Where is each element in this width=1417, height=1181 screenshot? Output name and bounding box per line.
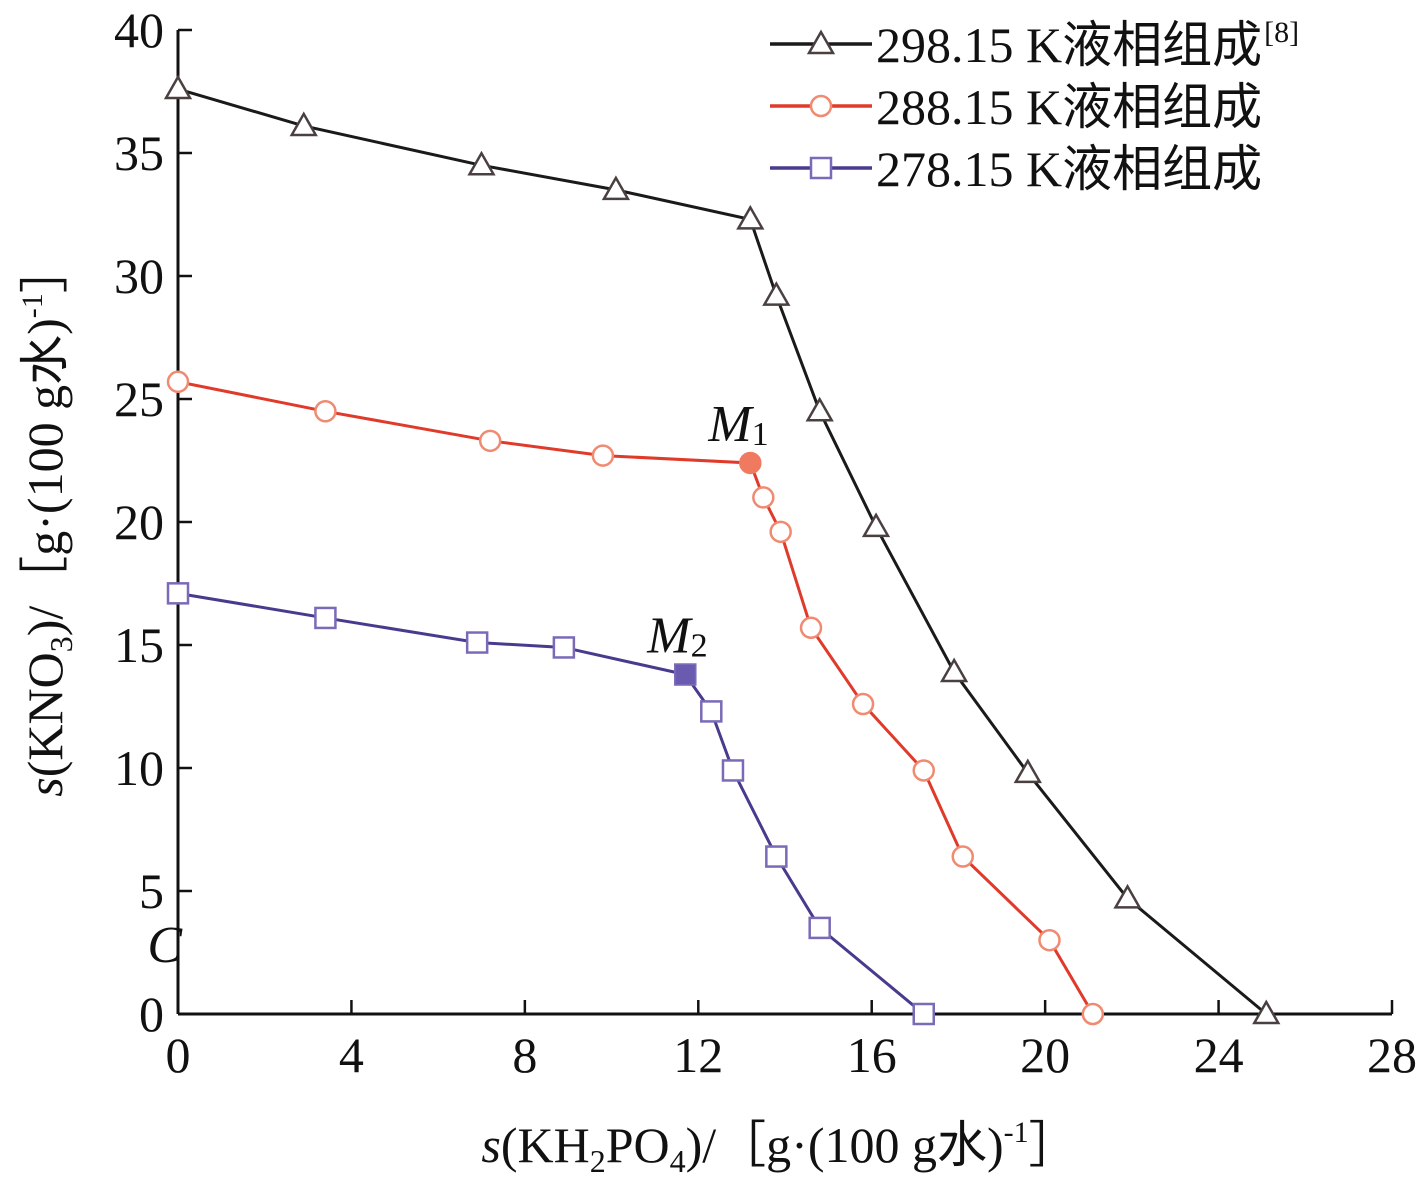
invariant-point-marker <box>675 665 695 685</box>
data-point <box>805 396 834 422</box>
data-point <box>912 1002 935 1026</box>
data-point <box>591 444 615 467</box>
data-point <box>799 616 823 640</box>
x-tick-label: 4 <box>339 1027 364 1083</box>
legend-swatch-marker <box>806 29 836 55</box>
legend-label: 288.15 K液相组成 <box>876 79 1262 135</box>
y-tick-label: 5 <box>139 863 164 919</box>
legend-swatch-marker <box>809 156 833 180</box>
data-point <box>700 700 723 723</box>
x-axis-title: s(KH2PO4)/［g·(100 g水)-1］ <box>481 1116 1078 1179</box>
annotations: M1 M2 C <box>147 396 768 974</box>
data-point <box>721 759 745 782</box>
y-tick-label: 25 <box>114 371 164 427</box>
series-layer <box>163 74 1281 1026</box>
x-tick-label: 24 <box>1194 1027 1244 1083</box>
x-tick-label: 28 <box>1367 1027 1417 1083</box>
y-tick-label: 30 <box>114 248 164 304</box>
series-line <box>177 380 1095 1015</box>
data-point <box>467 150 496 176</box>
y-tick-label: 35 <box>114 125 164 181</box>
x-tick-label: 16 <box>847 1027 897 1083</box>
data-point <box>1038 928 1061 952</box>
data-point <box>478 429 502 453</box>
data-point <box>762 281 791 306</box>
axes: 0 4 8 12 16 20 24 28 0 5 10 15 20 25 30 35 40 s(KH2PO4)/［… <box>16 2 1417 1179</box>
y-axis-title: s(KNO3)/［g·(100 g水)-1］ <box>16 243 79 796</box>
data-point <box>1252 999 1281 1025</box>
data-point <box>951 845 975 868</box>
data-point <box>1081 1002 1105 1026</box>
data-point <box>166 370 190 394</box>
y-tick-label: 0 <box>139 986 164 1042</box>
legend-swatch-marker <box>809 94 833 118</box>
x-tick-label: 12 <box>673 1027 723 1083</box>
legend-item: 278.15 K液相组成 <box>770 141 1262 197</box>
series-line <box>177 591 925 1016</box>
series-circle <box>166 370 1105 1026</box>
legend: 298.15 K液相组成[8] 288.15 K液相组成 278.15 K液相组成 <box>770 16 1299 197</box>
invariant-point-label: M1 <box>707 396 768 453</box>
legend-label: 298.15 K液相组成[8] <box>876 16 1299 73</box>
data-point <box>314 606 337 630</box>
x-tick-label: 20 <box>1020 1027 1070 1083</box>
data-point <box>769 520 792 544</box>
point-label-c: C <box>147 917 183 974</box>
series-square <box>166 582 935 1026</box>
x-tick-label: 0 <box>166 1027 191 1083</box>
y-tick-label: 40 <box>114 2 164 58</box>
legend-label: 278.15 K液相组成 <box>876 141 1262 197</box>
data-point <box>166 582 190 605</box>
series-line <box>177 87 1268 1016</box>
legend-item: 288.15 K液相组成 <box>770 79 1262 135</box>
invariant-point-marker <box>739 451 762 474</box>
data-point <box>314 400 337 423</box>
series-triangle <box>163 74 1281 1025</box>
y-tick-label: 15 <box>114 617 164 673</box>
data-point <box>752 486 775 509</box>
data-point <box>736 204 765 230</box>
data-point <box>601 175 631 201</box>
data-point <box>939 657 969 683</box>
data-point <box>1113 883 1142 909</box>
legend-item: 298.15 K液相组成[8] <box>770 16 1299 73</box>
y-tick-label: 10 <box>114 740 164 796</box>
data-point <box>552 636 576 659</box>
data-point <box>861 512 891 538</box>
data-point <box>912 759 935 782</box>
data-point <box>163 74 193 100</box>
data-point <box>808 916 831 940</box>
data-point <box>851 692 875 716</box>
data-point <box>1013 758 1042 784</box>
invariant-point-label: M2 <box>646 608 707 665</box>
y-tick-label: 20 <box>114 494 164 550</box>
x-tick-label: 8 <box>512 1027 537 1083</box>
data-point <box>465 631 489 654</box>
data-point <box>765 845 788 868</box>
data-point <box>289 111 318 137</box>
